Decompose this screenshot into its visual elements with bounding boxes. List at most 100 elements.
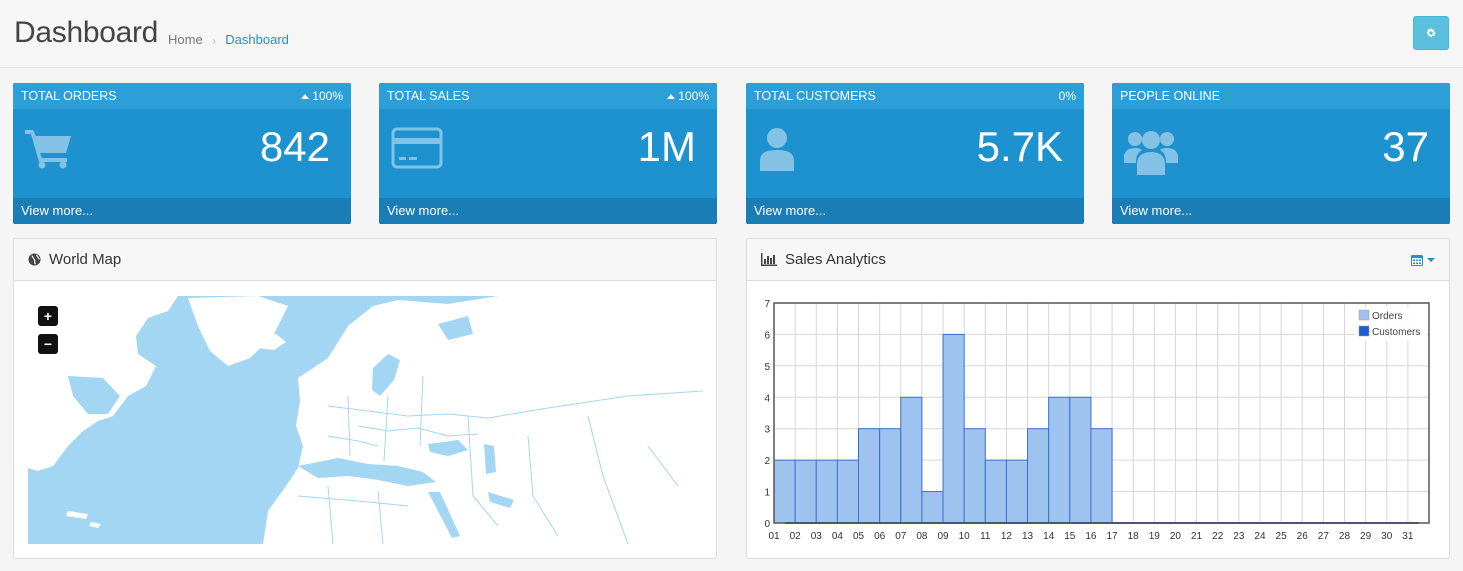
x-tick-label: 02	[790, 531, 802, 542]
view-more-link[interactable]: View more...	[13, 198, 351, 224]
tile-body: 1M	[379, 109, 717, 198]
tile-value: 842	[259, 123, 330, 170]
tile-heading: TOTAL SALES 100%	[379, 83, 717, 109]
map-zoom-in-button[interactable]: +	[38, 306, 58, 326]
x-tick-label: 20	[1170, 531, 1182, 542]
x-tick-label: 13	[1022, 531, 1034, 542]
view-more-link[interactable]: View more...	[379, 198, 717, 224]
world-map-land	[28, 296, 703, 544]
x-tick-label: 23	[1233, 531, 1245, 542]
panel-heading: World Map	[14, 239, 716, 281]
tile-percent: 100%	[667, 89, 709, 103]
x-tick-label: 22	[1212, 531, 1224, 542]
orders-bar-03	[815, 459, 838, 524]
x-tick-label: 03	[811, 531, 823, 542]
legend-label-customers: Customers	[1372, 327, 1420, 338]
x-tick-label: 30	[1381, 531, 1393, 542]
orders-bar-07	[900, 396, 923, 524]
tile-title: TOTAL SALES	[387, 89, 470, 103]
y-tick-label: 1	[764, 488, 770, 499]
world-map-panel: World Map	[13, 238, 717, 559]
x-tick-label: 27	[1318, 531, 1330, 542]
x-tick-label: 26	[1297, 531, 1309, 542]
panel-title: Sales Analytics	[785, 251, 886, 268]
panel-title: World Map	[49, 251, 122, 268]
view-more-link[interactable]: View more...	[1112, 198, 1450, 224]
globe-icon	[28, 253, 41, 266]
tile-title: TOTAL CUSTOMERS	[754, 89, 876, 103]
y-tick-label: 4	[764, 393, 770, 404]
plot-frame	[773, 302, 1430, 524]
x-tick-label: 08	[916, 531, 928, 542]
page-title: Dashboard	[14, 16, 159, 49]
caret-up-icon	[667, 94, 676, 99]
breadcrumb-dashboard[interactable]: Dashboard	[225, 32, 289, 47]
users-icon	[1124, 131, 1178, 175]
credit-card-icon	[391, 127, 443, 169]
x-tick-label: 18	[1128, 531, 1140, 542]
orders-bar-10	[963, 428, 986, 524]
x-tick-label: 14	[1043, 531, 1055, 542]
orders-bar-09	[942, 333, 965, 524]
x-tick-label: 10	[959, 531, 971, 542]
y-tick-label: 0	[764, 519, 770, 530]
tile-value: 5.7K	[976, 123, 1063, 170]
tile-body: 842	[13, 109, 351, 198]
date-range-dropdown[interactable]	[1411, 254, 1435, 266]
y-tick-label: 2	[764, 456, 770, 467]
x-tick-label: 06	[874, 531, 886, 542]
x-tick-label: 16	[1085, 531, 1097, 542]
orders-bar-15	[1069, 396, 1092, 524]
settings-button[interactable]	[1413, 16, 1449, 50]
orders-bar-13	[1027, 428, 1050, 524]
legend-label-orders: Orders	[1372, 311, 1403, 322]
x-tick-label: 24	[1254, 531, 1266, 542]
x-tick-label: 12	[1001, 531, 1013, 542]
x-tick-label: 07	[895, 531, 907, 542]
world-map[interactable]: + −	[28, 296, 703, 544]
page-header: Dashboard Home › Dashboard	[0, 0, 1463, 68]
tile-title: TOTAL ORDERS	[21, 89, 117, 103]
gear-icon	[1426, 28, 1436, 38]
tile-people-online: PEOPLE ONLINE 37 View more...	[1112, 83, 1450, 224]
tile-heading: TOTAL ORDERS 100%	[13, 83, 351, 109]
y-tick-label: 6	[764, 330, 770, 341]
x-tick-label: 05	[853, 531, 865, 542]
tile-total-sales: TOTAL SALES 100% 1M View more...	[379, 83, 717, 224]
tile-total-customers: TOTAL CUSTOMERS 0% 5.7K View more...	[746, 83, 1084, 224]
x-tick-label: 11	[980, 531, 991, 542]
orders-bar-06	[879, 428, 902, 524]
breadcrumb-separator: ›	[212, 36, 216, 47]
bar-chart-icon	[761, 253, 777, 266]
orders-bar-11	[984, 459, 1007, 524]
tile-percent-value: 100%	[678, 89, 709, 103]
user-icon	[760, 128, 794, 171]
tile-percent: 0%	[1059, 89, 1076, 103]
x-tick-label: 09	[937, 531, 949, 542]
x-tick-label: 21	[1191, 531, 1203, 542]
orders-bar-14	[1048, 396, 1071, 524]
x-tick-label: 29	[1360, 531, 1372, 542]
breadcrumb: Home › Dashboard	[168, 32, 289, 47]
y-tick-label: 7	[764, 299, 770, 310]
tile-value: 37	[1382, 123, 1429, 170]
caret-down-icon	[1427, 257, 1435, 262]
map-zoom-out-button[interactable]: −	[38, 334, 58, 354]
tile-percent-value: 100%	[312, 89, 343, 103]
caret-up-icon	[301, 94, 310, 99]
calendar-icon	[1411, 254, 1423, 266]
orders-bar-01	[773, 459, 796, 524]
x-tick-label: 31	[1402, 531, 1414, 542]
tile-heading: TOTAL CUSTOMERS 0%	[746, 83, 1084, 109]
orders-bar-02	[794, 459, 817, 524]
x-tick-label: 17	[1107, 531, 1119, 542]
breadcrumb-home[interactable]: Home	[168, 32, 203, 47]
x-tick-label: 01	[768, 531, 780, 542]
view-more-link[interactable]: View more...	[746, 198, 1084, 224]
sales-analytics-panel: Sales Analytics 0 1 2 3 4 5 6 7 01 02 03 04 05 06 07 08…	[746, 238, 1450, 559]
orders-bar-08	[921, 491, 944, 524]
tile-body: 37	[1112, 109, 1450, 198]
x-tick-label: 28	[1339, 531, 1351, 542]
tile-percent: 100%	[301, 89, 343, 103]
